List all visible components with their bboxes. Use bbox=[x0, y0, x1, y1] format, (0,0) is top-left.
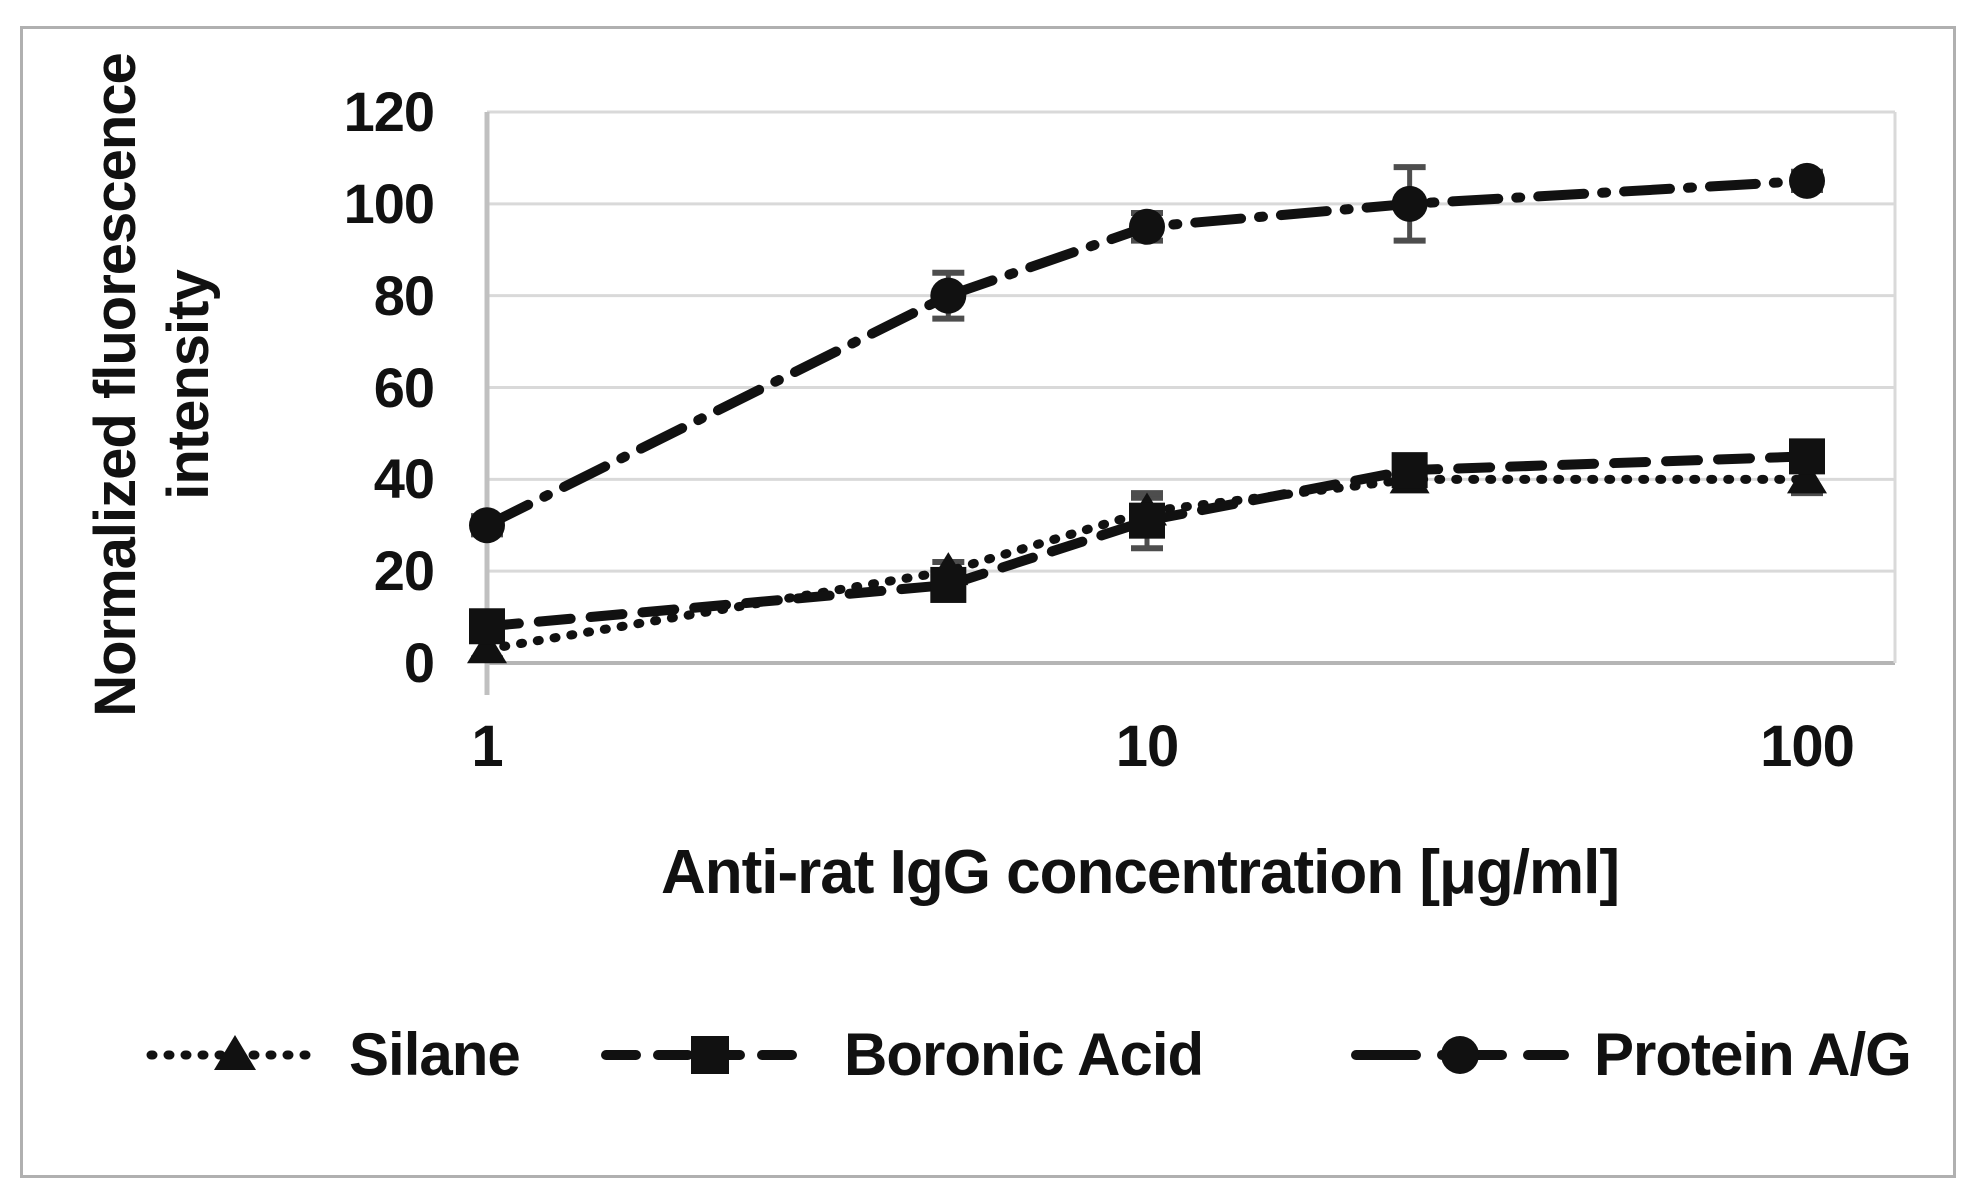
y-tick-label: 100 bbox=[343, 171, 435, 235]
y-axis-title-line1: Normalized fluorescence bbox=[83, 53, 148, 717]
y-tick-label: 0 bbox=[403, 631, 435, 694]
legend-item-boronic-acid: Boronic Acid bbox=[600, 1005, 1204, 1105]
y-axis-title: Normalized fluorescence intensity bbox=[80, 5, 230, 765]
protein-ag-line-sample-icon bbox=[1351, 1036, 1569, 1074]
legend-label-silane: Silane bbox=[349, 1021, 521, 1088]
boronic-acid-line-sample-icon bbox=[601, 1036, 819, 1074]
y-axis-title-line2: intensity bbox=[155, 270, 221, 500]
x-tick-label: 100 bbox=[1760, 714, 1855, 779]
y-tick-label: 40 bbox=[373, 447, 435, 511]
y-tick-label: 20 bbox=[373, 539, 435, 603]
x-axis-title: Anti-rat IgG concentration [μg/ml] bbox=[660, 838, 1620, 907]
legend-label-protein-ag: Protein A/G bbox=[1594, 1021, 1912, 1088]
y-tick-label: 120 bbox=[343, 80, 435, 143]
silane-line-sample-icon bbox=[146, 1035, 324, 1070]
y-tick-label: 60 bbox=[373, 355, 435, 419]
figure-border bbox=[20, 26, 1956, 1178]
legend-item-silane: Silane bbox=[145, 1005, 521, 1105]
y-tick-label: 80 bbox=[373, 263, 435, 327]
legend-label-boronic-acid: Boronic Acid bbox=[844, 1021, 1204, 1088]
legend: Silane Boronic Acid Protein A/G bbox=[0, 1005, 1982, 1105]
legend-item-protein-ag: Protein A/G bbox=[1350, 1005, 1912, 1105]
x-tick-label: 1 bbox=[471, 714, 503, 779]
x-tick-label: 10 bbox=[1115, 714, 1180, 779]
